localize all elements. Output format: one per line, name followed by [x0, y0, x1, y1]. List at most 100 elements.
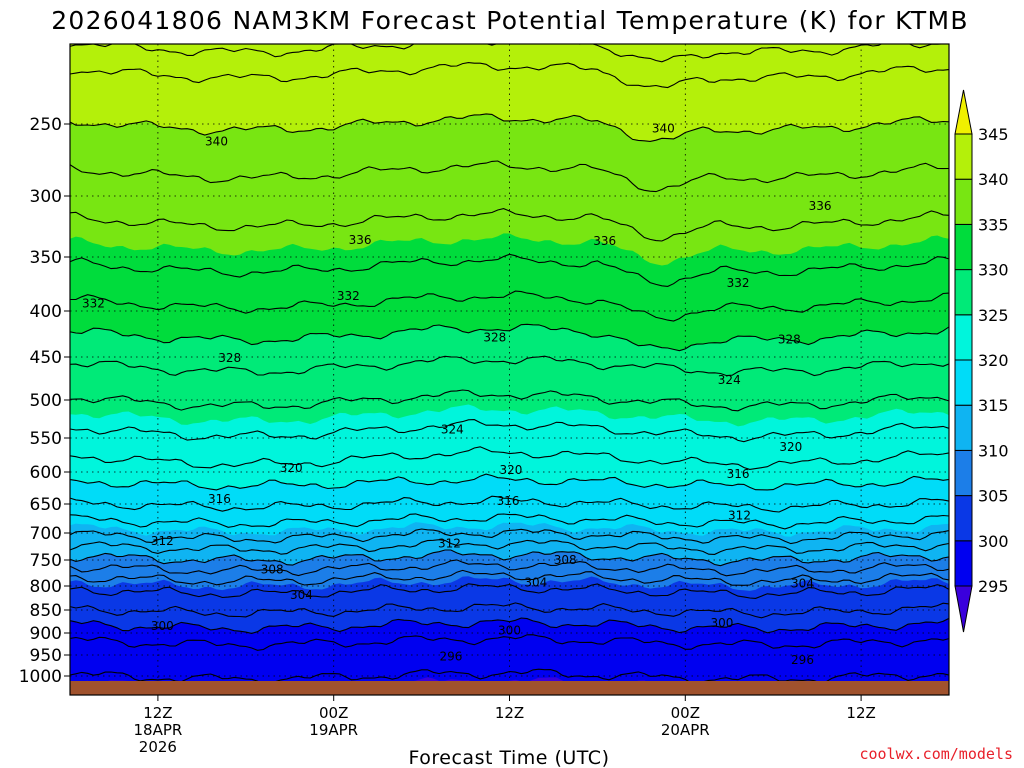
contour-label: 300: [498, 624, 521, 638]
colorbar-swatch-340: [954, 133, 973, 180]
x-tick-label: 2026: [139, 738, 177, 756]
contour-302K: [70, 602, 949, 619]
chart-title: 2026041806 NAM3KM Forecast Potential Tem…: [51, 6, 969, 35]
y-tick-label: 300: [30, 187, 62, 207]
x-tick-label: 18APR: [133, 721, 182, 739]
y-tick-label: 800: [30, 577, 62, 597]
contour-342K: [70, 62, 949, 89]
contour-label: 328: [778, 333, 801, 347]
contour-label: 300: [151, 619, 174, 633]
contour-298K: [70, 634, 949, 651]
contour-label: 320: [280, 461, 303, 475]
contour-312K: [70, 539, 949, 555]
colorbar-swatch-335: [954, 178, 973, 225]
colorbar-label: 335: [978, 215, 1009, 234]
contour-322K: [70, 446, 949, 470]
y-tick-label: 550: [30, 429, 62, 449]
colorbar-label: 325: [978, 306, 1009, 325]
contour-label: 332: [82, 296, 105, 310]
colorbar-swatch-320: [954, 314, 973, 361]
contour-label: 328: [218, 351, 241, 365]
x-tick-label: 19APR: [309, 721, 358, 739]
contour-label: 324: [441, 423, 464, 437]
contour-label: 336: [809, 199, 832, 213]
colorbar-label: 295: [978, 577, 1009, 596]
ground-surface: [70, 681, 949, 695]
y-tick-label: 450: [30, 348, 62, 368]
colorbar-label: 345: [978, 125, 1009, 144]
grid-lines: [70, 44, 949, 681]
y-tick-label: 950: [30, 646, 62, 666]
y-tick-label: 400: [30, 302, 62, 322]
x-tick-label: 12Z: [495, 704, 524, 722]
x-tick-label: 00Z: [319, 704, 348, 722]
contour-labels: 340 340 336 336 336 332 332 332 328 328 328 324 324 3…: [82, 121, 832, 667]
contour-label: 320: [500, 463, 523, 477]
contour-308K: [70, 559, 949, 577]
colorbar-swatch-295: [954, 540, 973, 587]
y-tick-label: 600: [30, 463, 62, 483]
contour-label: 332: [337, 289, 360, 303]
contour-326K: [70, 389, 949, 412]
y-tick-label: 650: [30, 495, 62, 515]
colorbar-swatch-315: [954, 359, 973, 406]
y-tick-label: 850: [30, 601, 62, 621]
contour-label: 304: [290, 588, 313, 602]
contour-label: 308: [261, 562, 284, 576]
y-axis: 250 300 350 400 450 500 550 600 650 700 750 800 850 9…: [19, 115, 70, 687]
contour-340K: [70, 113, 949, 142]
colorbar-label: 305: [978, 487, 1009, 506]
y-tick-label: 500: [30, 391, 62, 411]
contour-label: 324: [718, 373, 741, 387]
contour-label: 336: [349, 233, 372, 247]
colorbar-label: 320: [978, 351, 1009, 370]
contour-label: 308: [554, 553, 577, 567]
contour-328K: [70, 355, 949, 377]
contour-label: 328: [483, 331, 506, 345]
y-tick-label: 250: [30, 115, 62, 135]
colorbar-label: 310: [978, 441, 1009, 460]
contour-label: 340: [205, 134, 228, 148]
x-tick-label: 12Z: [846, 704, 875, 722]
colorbar-swatch-310: [954, 404, 973, 451]
colorbar-swatch-325: [954, 269, 973, 316]
contour-label: 320: [779, 440, 802, 454]
contour-label: 312: [438, 536, 461, 550]
colorbar-swatch-305: [954, 449, 973, 497]
contour-306K: [70, 569, 949, 586]
contour-310K: [70, 549, 949, 567]
y-tick-label: 900: [30, 624, 62, 644]
contour-label: 312: [151, 534, 174, 548]
contour-label: 340: [652, 121, 675, 135]
band-340K: [70, 44, 949, 142]
x-tick-label: 20APR: [661, 721, 710, 739]
colorbar-swatch-300: [954, 495, 973, 542]
contour-label: 316: [208, 492, 231, 506]
colorbar-label: 315: [978, 396, 1009, 415]
contour-label: 304: [524, 575, 547, 589]
contour-label: 336: [593, 234, 616, 248]
contour-label: 332: [727, 276, 750, 290]
contour-344K: [70, 44, 946, 63]
colorbar-label: 300: [978, 532, 1009, 551]
contour-label: 304: [791, 576, 814, 590]
colorbar-swatch-330: [954, 223, 973, 271]
contour-label: 316: [727, 467, 750, 481]
contour-324K: [70, 419, 949, 443]
contour-label: 316: [497, 494, 520, 508]
temperature-fill-bands: [70, 44, 949, 681]
y-tick-label: 1000: [19, 667, 62, 687]
contour-316K: [70, 513, 949, 530]
y-tick-label: 750: [30, 551, 62, 571]
x-tick-label: 00Z: [671, 704, 700, 722]
x-axis-label: Forecast Time (UTC): [409, 747, 610, 768]
y-tick-label: 350: [30, 248, 62, 268]
contour-314K: [70, 528, 949, 545]
contour-336K: [70, 208, 949, 242]
contour-label: 300: [710, 616, 733, 630]
contour-332K: [70, 290, 949, 322]
colorbar-label: 340: [978, 170, 1009, 189]
colorbar: 295 300 305 310 315 320 325 330 335 340 345: [954, 89, 1009, 633]
